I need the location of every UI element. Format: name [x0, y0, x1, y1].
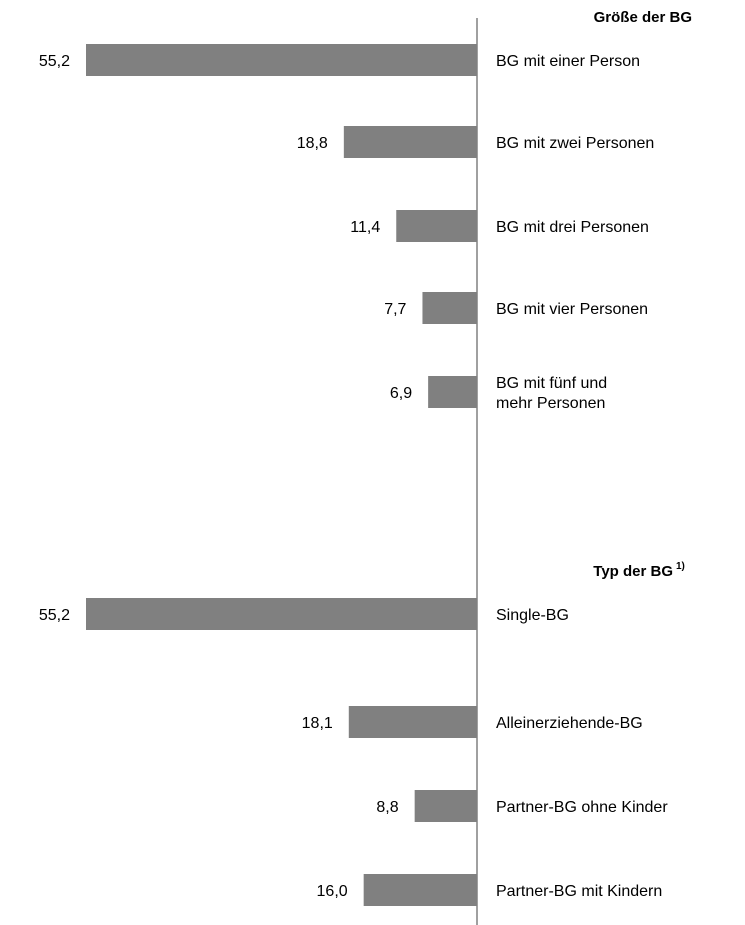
- section-title-typ-footnote: 1): [676, 561, 685, 572]
- bar: [86, 598, 477, 630]
- category-label: BG mit fünf und mehr Personen: [496, 375, 607, 412]
- value-label: 18,1: [302, 715, 333, 732]
- value-label: 11,4: [350, 219, 380, 236]
- category-label: BG mit drei Personen: [496, 219, 649, 236]
- bar: [363, 874, 477, 906]
- value-label: 8,8: [376, 799, 398, 816]
- value-label: 6,9: [390, 385, 412, 402]
- bar: [343, 126, 477, 158]
- bars-layer: 55,2 BG mit einer Person 18,8 BG mit zwei P…: [39, 44, 668, 906]
- bar: [348, 706, 477, 738]
- value-label: 55,2: [39, 607, 70, 624]
- value-label: 55,2: [39, 53, 70, 70]
- value-label: 16,0: [317, 883, 348, 900]
- category-label: BG mit zwei Personen: [496, 135, 654, 152]
- bar: [396, 210, 477, 242]
- section-title-typ: Typ der BG: [593, 563, 673, 580]
- category-label: BG mit vier Personen: [496, 301, 648, 318]
- category-label: Alleinerziehende-BG: [496, 715, 643, 732]
- section-title-groesse: Größe der BG: [594, 9, 692, 26]
- value-label: 18,8: [297, 135, 328, 152]
- category-label: Partner-BG ohne Kinder: [496, 799, 668, 816]
- bar: [422, 292, 477, 324]
- bar: [86, 44, 477, 76]
- category-label: Partner-BG mit Kindern: [496, 883, 662, 900]
- bar: [428, 376, 477, 408]
- bar: [414, 790, 477, 822]
- category-label: BG mit einer Person: [496, 53, 640, 70]
- category-label: Single-BG: [496, 607, 569, 624]
- value-label: 7,7: [384, 301, 406, 318]
